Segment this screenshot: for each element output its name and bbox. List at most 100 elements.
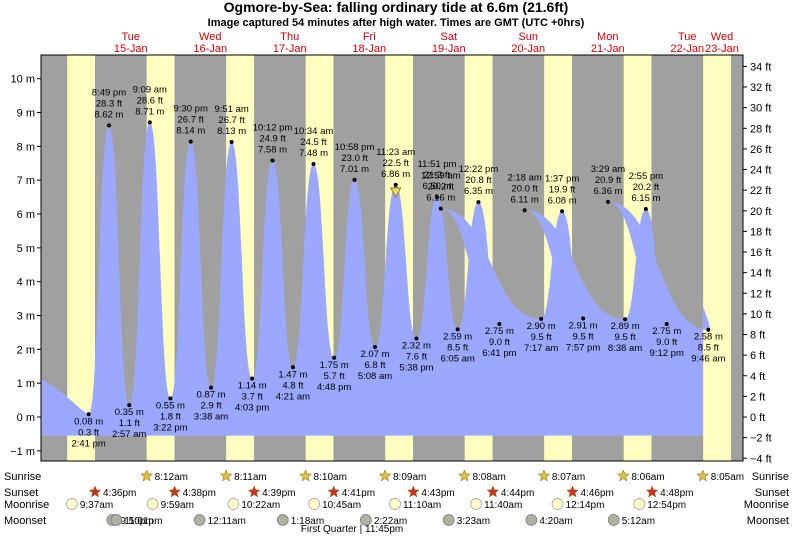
sunset-time: 4:36pm	[103, 488, 136, 499]
tide-extreme-label: 2:57 am	[112, 429, 146, 440]
right-tick-label: −2 ft	[750, 433, 772, 445]
sunset-star-icon	[247, 485, 261, 498]
tide-extreme-label: 6.8 ft	[364, 360, 385, 371]
tide-extreme-label: 2.75 m	[485, 326, 514, 337]
moonrise-icon	[66, 498, 78, 510]
tide-extreme-label: 5:08 am	[358, 371, 392, 382]
tide-extreme-label: 10:12 pm	[253, 123, 293, 134]
moonset-time: 5:12am	[622, 516, 655, 527]
day-name: Thu	[280, 31, 299, 43]
moonrise-time: 9:37am	[80, 500, 113, 511]
sunrise-time: 8:07am	[552, 472, 585, 483]
right-tick-label: 32 ft	[750, 82, 771, 94]
tide-extreme-label: 9.0 ft	[656, 337, 677, 348]
tide-extreme-label: 8.14 m	[176, 126, 205, 137]
tide-extreme-point	[86, 412, 91, 417]
tide-extreme-label: 6.08 m	[548, 195, 577, 206]
row-label-sunrise: Sunrise	[4, 471, 41, 483]
day-date: 23-Jan	[705, 43, 739, 55]
sunset-time: 4:38pm	[183, 488, 216, 499]
sunrise-star-icon	[696, 469, 710, 482]
tide-extreme-point	[250, 376, 255, 381]
tide-extreme-label: 7.58 m	[258, 145, 287, 156]
tide-extreme-label: 20.0 ft	[511, 183, 538, 194]
sunset-time: 4:46pm	[581, 488, 614, 499]
day-date: 19-Jan	[432, 43, 466, 55]
tide-extreme-label: 6.35 m	[464, 186, 493, 197]
day-name: Wed	[711, 31, 733, 43]
right-tick-label: 24 ft	[750, 165, 771, 177]
tide-extreme-label: 2:18 am	[507, 172, 541, 183]
tide-extreme-label: 2.59 m	[443, 331, 472, 342]
plot-border	[40, 54, 744, 462]
tide-extreme-label: 2.32 m	[402, 341, 431, 352]
tide-extreme-label: 7:17 am	[524, 343, 558, 354]
tide-extreme-point	[229, 139, 234, 144]
left-tick-label: 5 m	[17, 243, 35, 255]
tide-extreme-label: 6.86 m	[381, 169, 410, 180]
right-tick-label: 14 ft	[750, 268, 771, 280]
tide-extreme-label: 4:21 am	[276, 391, 310, 402]
moonrise-time: 12:14pm	[566, 500, 605, 511]
left-tick-label: 1 m	[17, 378, 35, 390]
tide-extreme-label: 5:38 pm	[399, 363, 433, 374]
tide-extreme-label: 3.7 ft	[242, 391, 263, 402]
tide-extreme-label: 6.36 m	[594, 186, 623, 197]
tide-extreme-label: 19.9 ft	[549, 184, 576, 195]
moonrise-icon	[146, 498, 159, 510]
y-axes: −1 m 0 m 1 m 2 m 3 m 4 m 5 m 6 m 7 m 8 m 9 m 10 m −4…	[10, 61, 771, 465]
tide-extreme-label: 2:41 pm	[71, 438, 105, 449]
sunrise-time: 8:10am	[314, 472, 347, 483]
sunrise-time: 8:06am	[631, 472, 664, 483]
tide-extreme-label: 9:30 pm	[174, 104, 208, 115]
tide-extreme-point	[373, 344, 378, 349]
tide-extreme-label: 1.1 ft	[119, 418, 140, 429]
tide-extreme-label: 2.89 m	[611, 321, 640, 332]
tide-extreme-label: 28.3 ft	[96, 98, 123, 109]
tide-extreme-label: 7.48 m	[299, 148, 328, 159]
sunset-time: 4:39pm	[262, 488, 295, 499]
moonrise-time: 10:22am	[241, 500, 280, 511]
tide-extreme-point	[623, 317, 628, 322]
day-name: Sun	[518, 31, 538, 43]
tide-extreme-label: 8.71 m	[135, 106, 164, 117]
moonrise-icon	[551, 498, 564, 510]
tide-extreme-label: 8.5 ft	[447, 342, 468, 353]
tide-extreme-point	[560, 209, 565, 214]
tide-extreme-point	[581, 316, 586, 321]
tide-extreme-label: 2.75 m	[652, 326, 681, 337]
tide-extreme-label: 6:05 am	[440, 353, 474, 364]
chart-subtitle: Image captured 54 minutes after high wat…	[208, 17, 585, 29]
left-tick-label: 6 m	[17, 209, 35, 221]
tide-extreme-label: 5.7 ft	[324, 371, 345, 382]
tide-extreme-label: 26.7 ft	[178, 115, 205, 126]
tide-extreme-label: 11:23 am	[376, 147, 415, 158]
right-tick-label: 28 ft	[750, 123, 771, 135]
tide-extreme-label: 28.6 ft	[137, 95, 164, 106]
chart-title: Ogmore-by-Sea: falling ordinary tide at …	[224, 0, 569, 15]
tide-extreme-label: 8.5 ft	[698, 343, 719, 354]
day-date: 18-Jan	[352, 43, 386, 55]
sunrise-time: 8:09am	[393, 472, 426, 483]
sunrise-time: 8:12am	[155, 472, 188, 483]
right-tick-label: 26 ft	[750, 144, 771, 156]
tide-extreme-label: 20.2 ft	[633, 182, 660, 193]
moonset-icon	[276, 514, 289, 526]
tide-extreme-point	[476, 200, 481, 205]
tide-extreme-point	[270, 158, 275, 163]
tide-extreme-point	[664, 321, 669, 326]
tide-extreme-label: 6.16 m	[426, 193, 455, 204]
right-tick-label: 8 ft	[750, 330, 765, 342]
day-date: 20-Jan	[511, 43, 545, 55]
tide-extreme-label: 2:55 pm	[629, 171, 663, 182]
row-label-moonset: Moonset	[4, 515, 46, 527]
tide-extreme-point	[438, 206, 443, 211]
tide-extreme-label: 20.8 ft	[465, 175, 492, 186]
sunset-star-icon	[168, 485, 181, 498]
tide-extreme-label: 9:46 am	[691, 354, 725, 365]
tide-extreme-point	[414, 336, 419, 341]
moonset-time: 2:22am	[374, 516, 407, 527]
right-tick-label: 22 ft	[750, 185, 771, 197]
tide-extreme-point	[147, 120, 152, 125]
